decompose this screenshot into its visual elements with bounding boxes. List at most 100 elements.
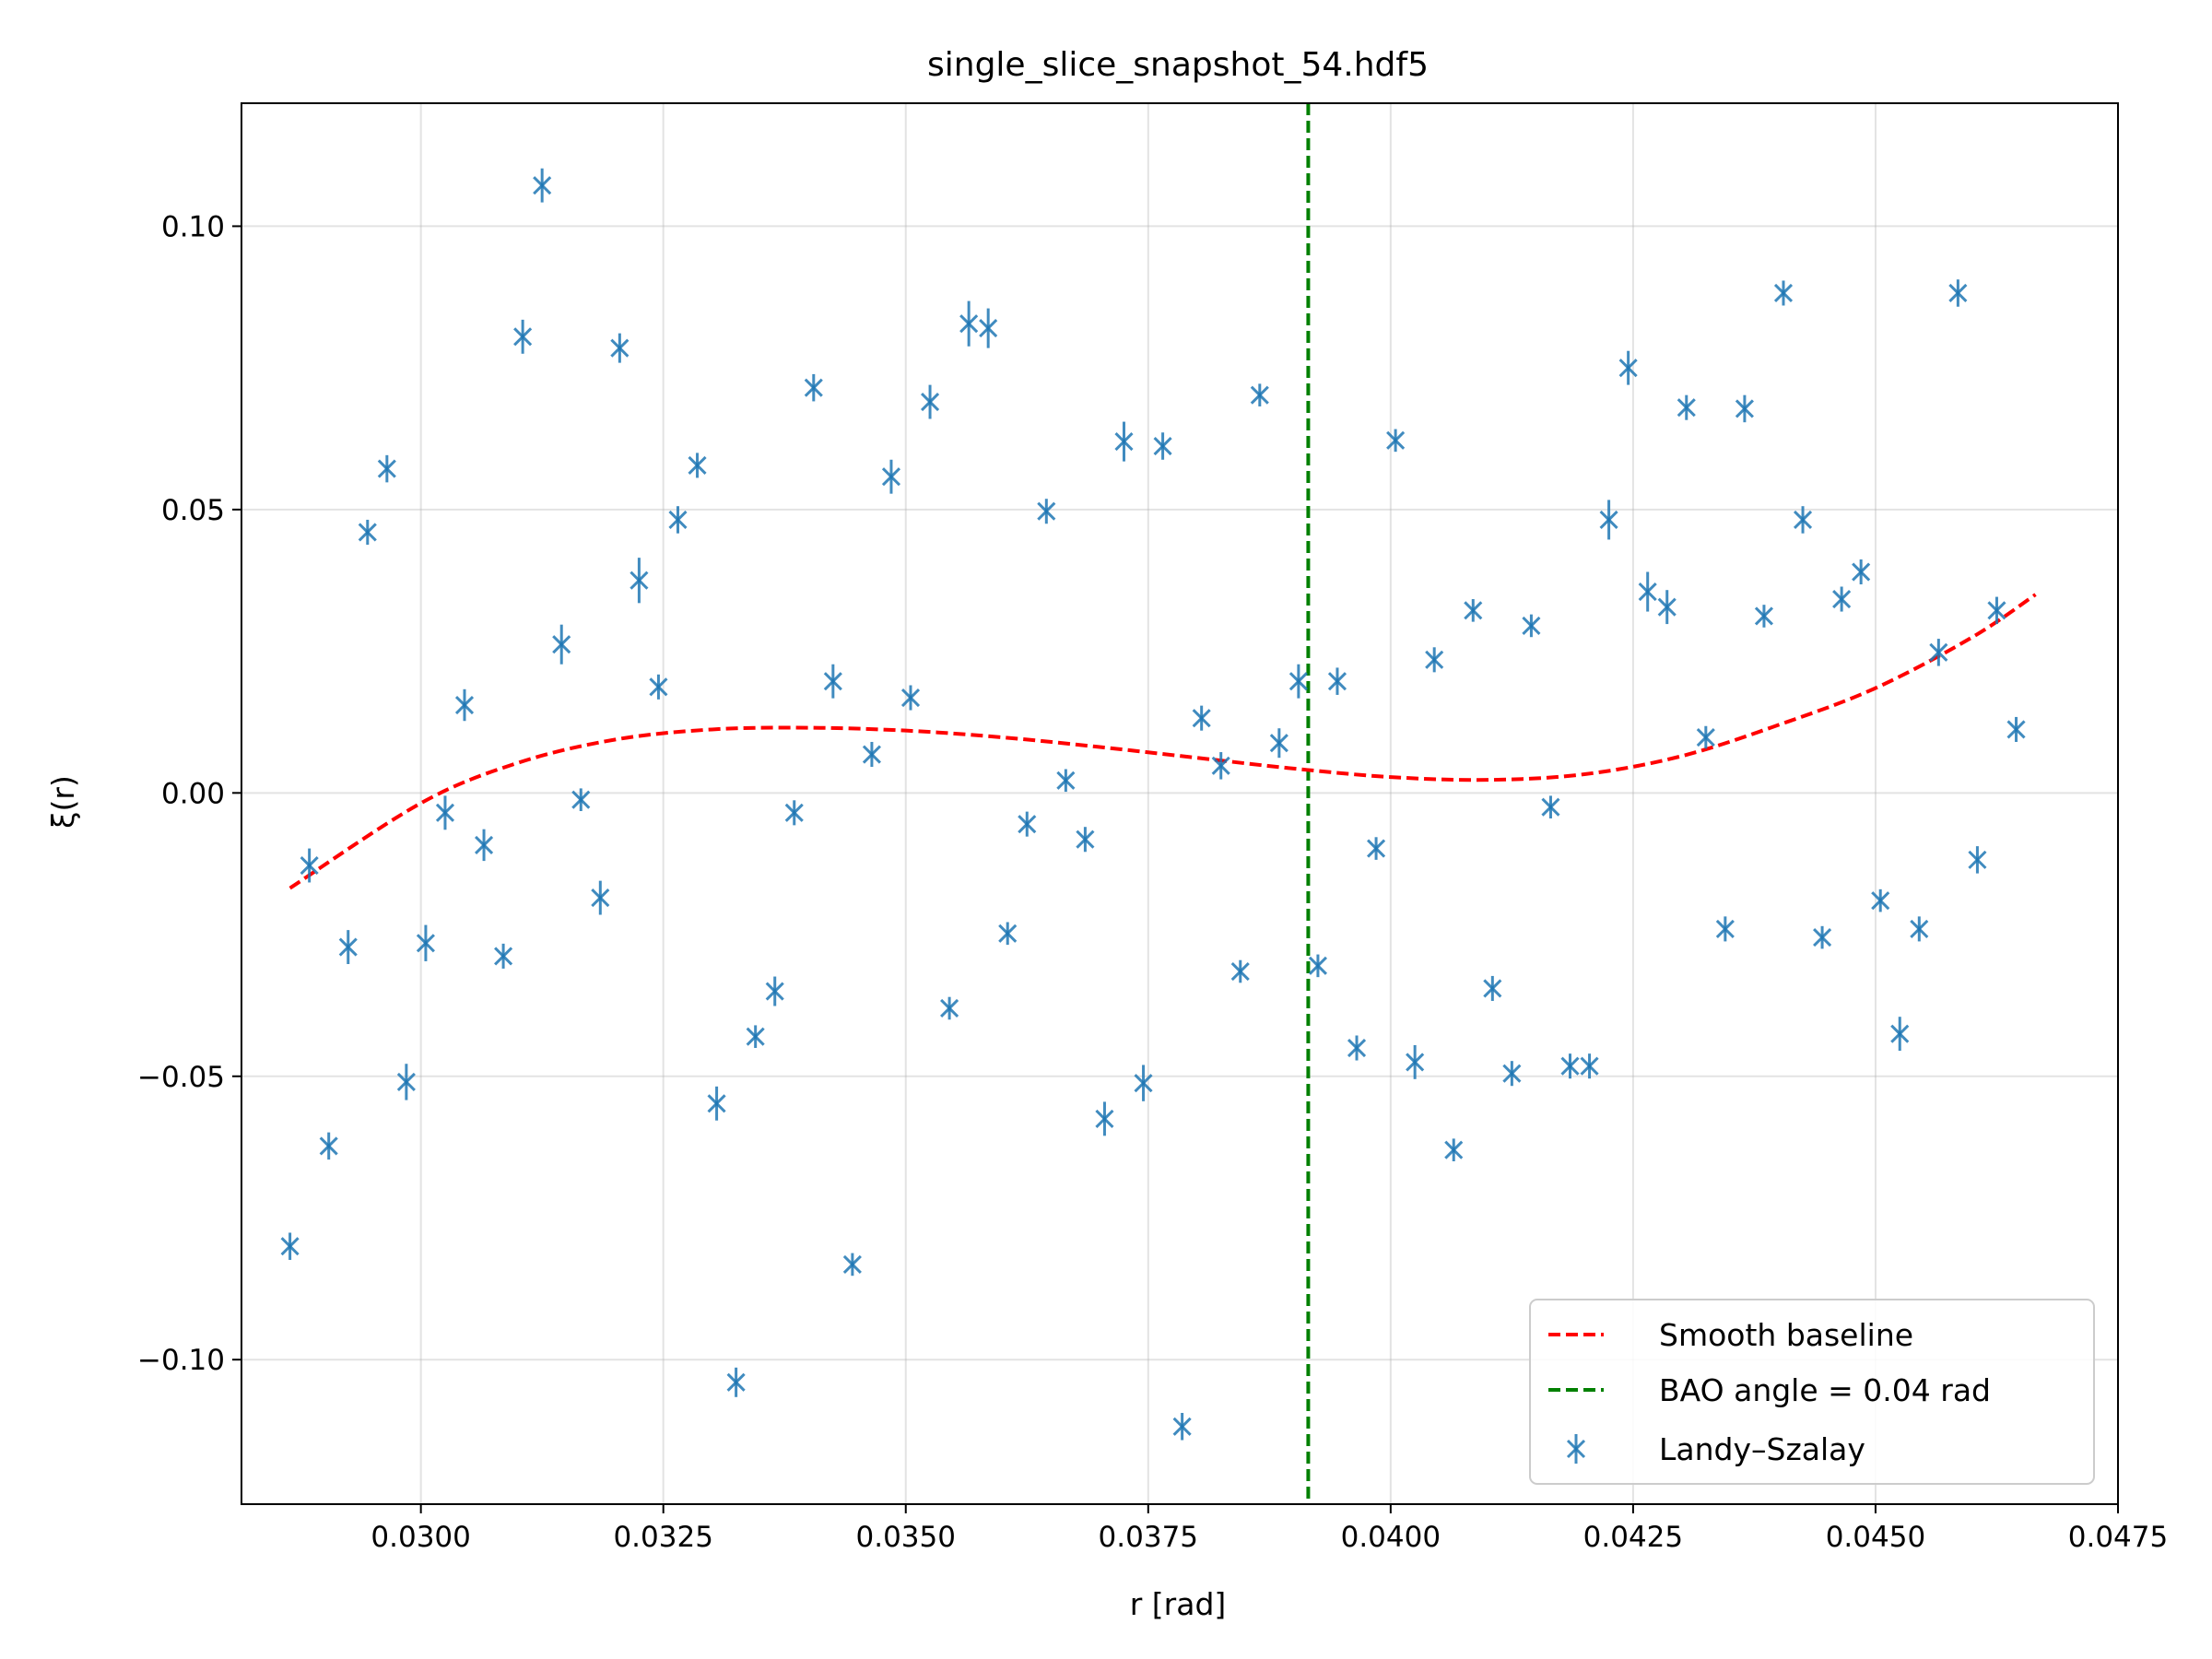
data-point [1793, 506, 1813, 534]
data-point [1696, 725, 1715, 749]
marker-stroke [1114, 432, 1134, 452]
marker-stroke [940, 998, 959, 1018]
data-point [2006, 716, 2026, 742]
marker-stroke [979, 319, 998, 338]
data-point [454, 688, 475, 722]
data-point [881, 459, 901, 494]
data-point [377, 454, 396, 483]
data-point [979, 308, 998, 348]
marker-stroke [1580, 1056, 1599, 1076]
legend: Smooth baseline BAO angle = 0.04 rad Lan… [1529, 1299, 2095, 1485]
data-point [1852, 559, 1871, 585]
data-point [1406, 1044, 1425, 1079]
baseline-layer [288, 593, 2037, 890]
data-point [280, 1232, 300, 1260]
marker-stroke [668, 510, 688, 530]
data-point [1095, 1101, 1114, 1136]
data-point [1347, 1035, 1367, 1061]
marker-stroke [1871, 891, 1890, 911]
marker-stroke [1367, 839, 1386, 858]
legend-label-bao: BAO angle = 0.04 rad [1659, 1372, 1991, 1408]
baseline-curve [288, 593, 2037, 890]
marker-stroke [338, 937, 358, 957]
data-point [1502, 1061, 1522, 1087]
data-point [649, 674, 668, 700]
x-tick-label: 0.0300 [371, 1521, 470, 1554]
marker-stroke [1250, 385, 1269, 405]
y-tick-label: 0.10 [161, 210, 225, 243]
marker-stroke [396, 1072, 416, 1091]
marker-stroke [959, 314, 979, 334]
marker-stroke [1406, 1053, 1425, 1072]
data-point [842, 1253, 862, 1277]
data-point [1288, 664, 1308, 699]
marker-stroke [1541, 797, 1560, 817]
data-point [784, 800, 804, 826]
marker-stroke [1987, 601, 2006, 620]
data-point [1211, 752, 1230, 780]
data-point [900, 685, 921, 711]
data-point [1599, 500, 1618, 540]
marker-stroke [1696, 727, 1715, 747]
data-point [396, 1064, 416, 1100]
marker-stroke [1793, 510, 1813, 530]
x-tick-label: 0.0425 [1583, 1521, 1683, 1554]
marker-stroke [1715, 919, 1735, 938]
marker-stroke [435, 803, 455, 822]
marker-stroke [1230, 961, 1250, 982]
data-point [1522, 614, 1541, 638]
data-point [610, 333, 629, 363]
marker-stroke [1018, 815, 1037, 834]
y-tick-label: 0.05 [161, 494, 225, 527]
data-point [1813, 925, 1832, 949]
data-point [765, 976, 784, 1006]
legend-box [1529, 1299, 2095, 1485]
marker-stroke [629, 571, 649, 590]
data-point [1948, 279, 1968, 307]
data-point [940, 996, 959, 1020]
marker-stroke [1425, 650, 1444, 669]
marker-stroke [1773, 283, 1794, 303]
marker-stroke [1852, 562, 1871, 582]
plot-frame [241, 102, 2119, 1505]
marker-stroke [1560, 1056, 1580, 1076]
marker-stroke [707, 1094, 726, 1113]
marker-stroke [1056, 771, 1076, 790]
data-point [435, 795, 455, 830]
marker-stroke [1910, 919, 1929, 938]
data-point [804, 373, 823, 402]
marker-stroke [358, 523, 377, 542]
x-axis-label: r [rad] [1130, 1586, 1227, 1622]
marker-stroke [1618, 359, 1638, 378]
marker-stroke [1832, 589, 1852, 609]
legend-label-baseline: Smooth baseline [1659, 1317, 1913, 1353]
marker-stroke [900, 688, 921, 708]
points-layer [280, 168, 2026, 1441]
data-point [1560, 1053, 1580, 1079]
data-point [1541, 795, 1560, 818]
marker-stroke [1327, 672, 1347, 691]
marker-stroke [1192, 709, 1211, 728]
y-axis-label: ξ(r) [45, 775, 81, 829]
marker-stroke [920, 392, 940, 412]
data-point [707, 1086, 726, 1121]
x-tick-label: 0.0350 [856, 1521, 956, 1554]
data-point [823, 664, 842, 699]
marker-stroke [377, 459, 396, 478]
data-point [1677, 394, 1696, 420]
x-axis: 0.0300 0.0325 0.0350 0.0375 0.0400 0.0425 0.04… [371, 1504, 2168, 1554]
marker-stroke [1735, 399, 1754, 418]
data-point [1114, 421, 1134, 462]
data-point [1832, 586, 1852, 612]
marker-stroke [416, 934, 435, 953]
data-point [1929, 639, 1948, 666]
marker-stroke [552, 635, 571, 654]
data-point [416, 924, 435, 961]
marker-stroke [1095, 1109, 1114, 1128]
data-point [1464, 599, 1483, 622]
data-point [1367, 837, 1386, 860]
data-point [1250, 383, 1269, 406]
data-point [533, 168, 552, 203]
data-point [1269, 728, 1288, 759]
